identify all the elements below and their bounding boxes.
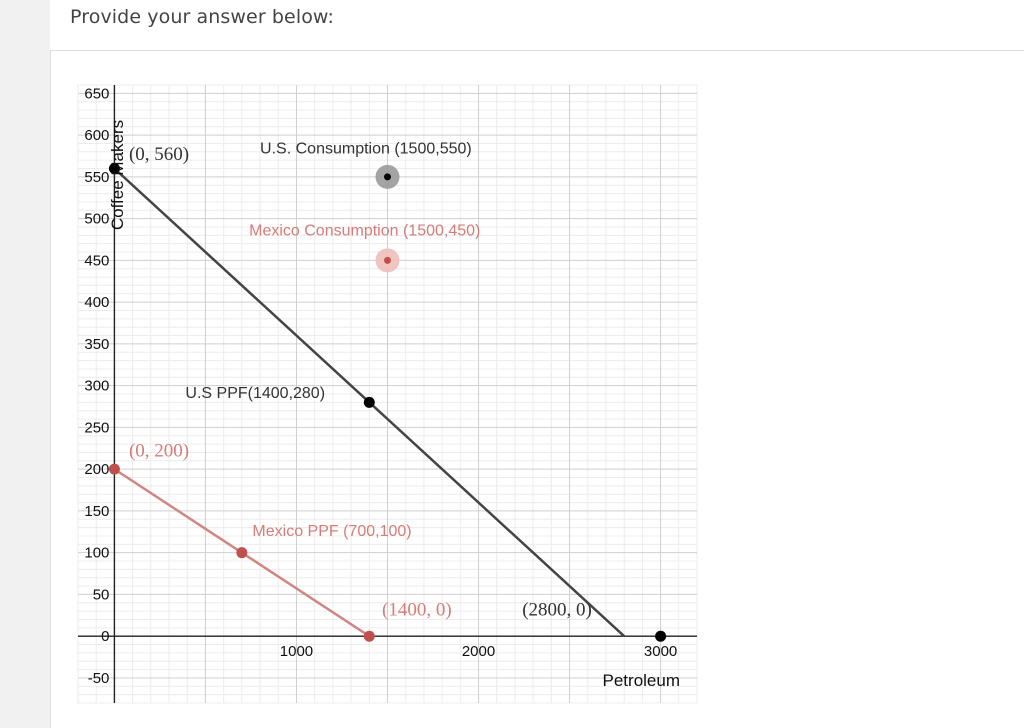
point-marker (384, 256, 391, 264)
annotations: (0, 560) U.S. Consumption (1500,550) Mexic… (129, 140, 592, 620)
point-annotation: Mexico PPF (700,100) (252, 523, 411, 540)
y-tick-label: 0 (101, 628, 109, 645)
prompt-text: Provide your answer below: (70, 6, 335, 28)
y-tick-label: 50 (93, 586, 110, 603)
point-annotation: Mexico Consumption (1500,450) (249, 222, 480, 239)
x-tick-label: 2000 (462, 643, 495, 660)
y-tick-label: 150 (84, 503, 109, 520)
point-marker (236, 547, 248, 559)
point-annotation: U.S PPF(1400,280) (185, 385, 325, 402)
point-annotation: U.S. Consumption (1500,550) (260, 140, 472, 157)
y-axis-title: Coffee Makers (108, 120, 127, 230)
point-marker (363, 396, 375, 408)
prompt-row (50, 0, 1024, 51)
point-marker (384, 173, 391, 181)
y-tick-label: 600 (84, 127, 109, 144)
axes (78, 85, 697, 703)
markers (108, 163, 667, 642)
point-marker (108, 463, 120, 475)
point-annotation: (0, 560) (129, 144, 189, 165)
y-tick-label: 650 (84, 85, 109, 102)
x-tick-label: 1000 (280, 643, 313, 660)
y-tick-label: 200 (84, 461, 109, 478)
tick-labels: 650600550500450400350300250200150100500-… (84, 85, 677, 687)
y-tick-label: 300 (84, 378, 109, 395)
y-tick-label: 550 (84, 169, 109, 186)
point-annotation: (2800, 0) (522, 599, 592, 620)
x-axis-title: Petroleum (603, 671, 680, 690)
point-marker (363, 630, 375, 642)
point-annotation: (0, 200) (129, 441, 189, 462)
y-tick-label: 100 (84, 545, 109, 562)
y-tick-label: 400 (84, 294, 109, 311)
y-tick-label: 450 (84, 252, 109, 269)
y-tick-label: 500 (84, 211, 109, 228)
y-tick-label: 350 (84, 336, 109, 353)
point-marker (655, 630, 667, 642)
y-tick-label: -50 (88, 670, 110, 687)
y-tick-label: 250 (84, 419, 109, 436)
point-annotation: (1400, 0) (382, 599, 452, 620)
point-marker (108, 163, 120, 175)
axis-titles: Petroleum Coffee Makers (108, 120, 680, 690)
x-tick-label: 3000 (644, 643, 677, 660)
